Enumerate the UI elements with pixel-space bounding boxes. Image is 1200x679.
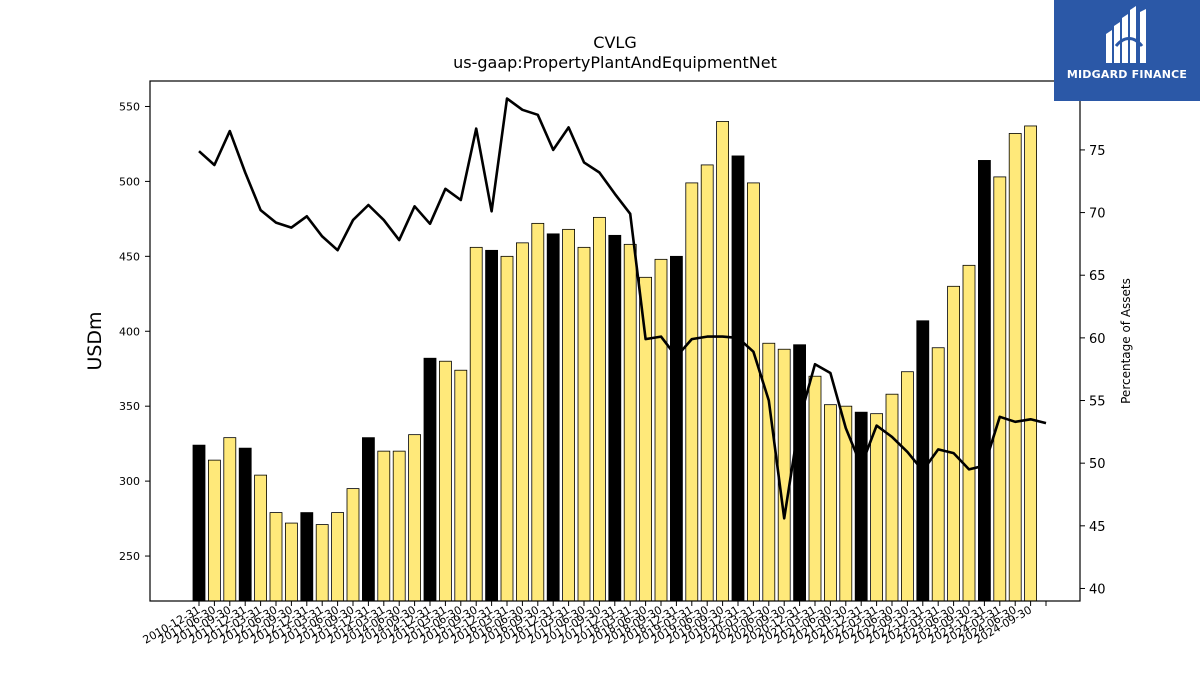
bar <box>685 182 699 602</box>
bar <box>377 450 391 602</box>
bar <box>854 411 868 602</box>
y2-tick-label: 75 <box>1089 144 1106 159</box>
bar <box>254 474 268 602</box>
bar <box>916 320 930 602</box>
y2-tick-label: 55 <box>1089 395 1106 410</box>
bar <box>1024 125 1037 602</box>
bar <box>454 369 468 602</box>
bar <box>500 255 514 602</box>
bar <box>731 155 745 602</box>
bar <box>931 347 945 602</box>
bar <box>192 444 206 602</box>
bar <box>978 160 991 602</box>
bar <box>947 285 960 602</box>
percentage-line <box>198 97 1047 520</box>
bar <box>700 164 714 602</box>
bar <box>346 488 360 602</box>
bar <box>593 216 606 602</box>
logo-text: MIDGARD FINANCE <box>1066 68 1188 81</box>
bar <box>608 234 622 602</box>
bar <box>962 264 976 602</box>
bar <box>361 437 375 602</box>
bar <box>408 434 422 602</box>
chart-subtitle: us-gaap:PropertyPlantAndEquipmentNet <box>453 53 777 72</box>
bar <box>762 342 776 602</box>
y-axis-label: USDm <box>84 311 106 370</box>
bar <box>284 522 298 602</box>
bar <box>300 512 314 602</box>
y2-tick-label: 65 <box>1089 269 1106 284</box>
y2-tick-label: 70 <box>1089 207 1106 222</box>
bar <box>777 348 791 602</box>
bar <box>315 524 329 602</box>
bar <box>531 222 545 602</box>
logo-mark-icon <box>1106 6 1146 63</box>
bar <box>808 375 822 602</box>
y-tick-label: 400 <box>119 325 140 338</box>
bar <box>654 258 668 602</box>
y-tick-label: 250 <box>119 550 140 563</box>
bar <box>639 276 652 602</box>
bar <box>223 437 237 602</box>
bar <box>623 243 637 602</box>
y2-tick-label: 60 <box>1089 332 1106 347</box>
bar <box>716 121 729 602</box>
bar <box>469 246 483 602</box>
bar <box>423 357 437 602</box>
bar <box>870 413 883 602</box>
y-tick-label: 300 <box>119 475 140 488</box>
y2-axis-label: Percentage of Assets <box>1119 278 1133 404</box>
bar <box>207 459 221 602</box>
bar <box>562 228 575 602</box>
bar <box>485 249 499 602</box>
bar <box>546 233 560 602</box>
bar <box>670 255 683 602</box>
bar <box>577 246 591 602</box>
bar <box>392 450 406 602</box>
y2-tick-label: 45 <box>1089 520 1106 535</box>
bar <box>331 512 345 602</box>
y2-tick-label: 50 <box>1089 457 1106 472</box>
bar <box>1008 133 1022 602</box>
bar <box>993 176 1007 602</box>
bar <box>269 512 283 602</box>
bar <box>238 447 252 602</box>
bar <box>747 182 760 602</box>
y-tick-label: 550 <box>119 100 140 113</box>
bar <box>438 360 452 602</box>
y-tick-label: 350 <box>119 400 140 413</box>
bar <box>793 344 806 602</box>
bar <box>824 404 837 602</box>
bar <box>901 371 914 602</box>
chart-title: CVLG <box>593 33 636 52</box>
y-tick-label: 450 <box>119 250 140 263</box>
y-tick-label: 500 <box>119 175 140 188</box>
bar <box>885 393 899 602</box>
midgard-finance-logo: MIDGARD FINANCE <box>1054 0 1200 101</box>
y2-tick-label: 40 <box>1089 582 1106 597</box>
bar <box>516 242 529 602</box>
